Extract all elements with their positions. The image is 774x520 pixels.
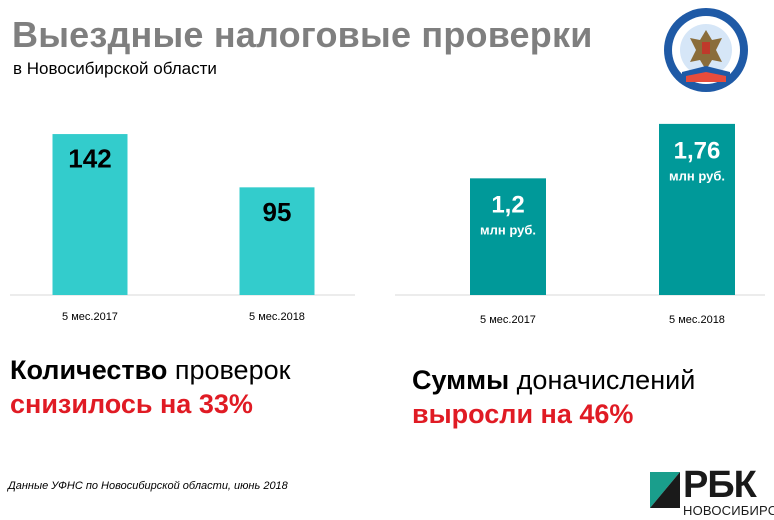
bar-value-label: 1,76 [674, 137, 721, 164]
bar [470, 178, 546, 295]
caption-left-bold: Количество [10, 355, 168, 385]
inspections-count-chart: 142 5 мес.2017 95 5 мес.2018 [10, 134, 355, 323]
caption-right-red: выросли на 46% [412, 398, 634, 429]
bar [659, 123, 735, 295]
bar-value-label: 95 [263, 197, 292, 227]
rbc-logo-icon [650, 472, 680, 508]
bar-unit-label: млн руб. [669, 168, 725, 183]
caption-left-normal: проверок [167, 355, 291, 385]
page-title: Выездные налоговые проверки [12, 14, 593, 55]
source-note: Данные УФНС по Новосибирской области, ию… [8, 480, 288, 492]
bar [52, 134, 128, 295]
page-subtitle: в Новосибирской области [13, 59, 217, 78]
rbc-logo-city: НОВОСИБИРСК [683, 503, 774, 518]
additional-charges-chart: 1,2 млн руб. 5 мес.2017 1,76 млн руб. 5 мес.2… [395, 123, 765, 326]
x-tick-label: 5 мес.2018 [249, 311, 305, 323]
caption-right-normal: доначислений [509, 365, 696, 395]
bar-unit-label: млн руб. [480, 223, 536, 238]
fns-emblem-icon [664, 8, 748, 92]
rbc-logo: РБК НОВОСИБИРСК [650, 464, 774, 518]
bar-value-label: 1,2 [491, 192, 524, 219]
inspections-caption: Количество проверок снизилось на 33% [10, 354, 290, 422]
bar [239, 187, 315, 295]
rbc-logo-name: РБК [683, 464, 757, 506]
x-tick-label: 5 мес.2017 [480, 314, 536, 326]
charges-caption: Суммы доначислений выросли на 46% [412, 364, 695, 432]
caption-left-red: снизилось на 33% [10, 388, 253, 419]
caption-right-bold: Суммы [412, 365, 510, 395]
x-tick-label: 5 мес.2017 [62, 311, 118, 323]
bar-value-label: 142 [68, 144, 111, 174]
x-tick-label: 5 мес.2018 [669, 314, 725, 326]
